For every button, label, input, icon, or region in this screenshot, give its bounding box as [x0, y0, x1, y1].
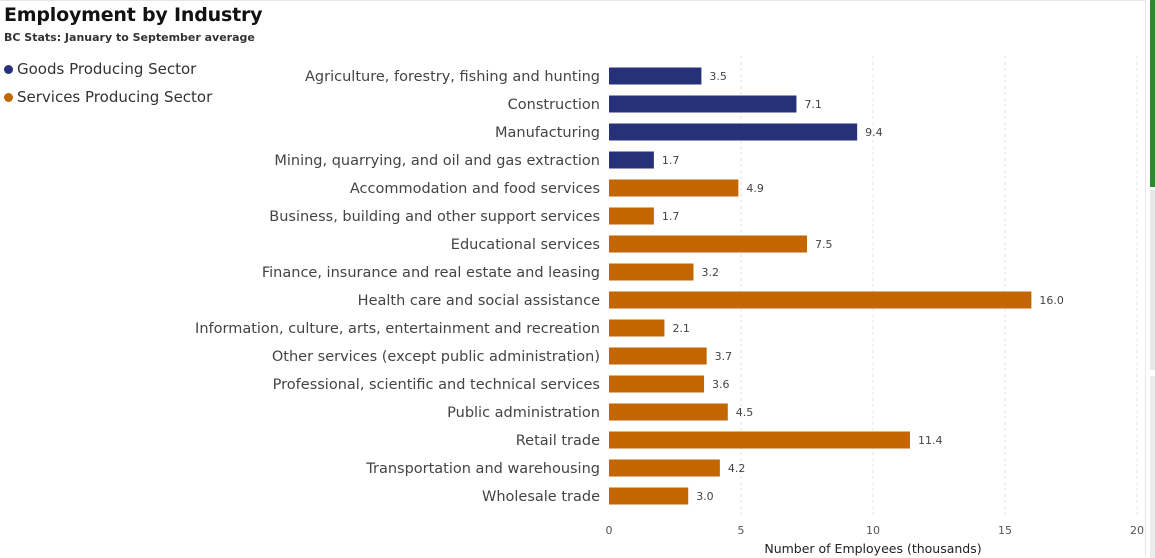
- bar[interactable]: [609, 123, 858, 141]
- x-tick-label: 15: [998, 524, 1012, 537]
- side-panel-strip: [1150, 0, 1155, 187]
- x-tick-label: 5: [738, 524, 745, 537]
- legend-dot-services: [4, 92, 13, 102]
- bar[interactable]: [609, 403, 728, 421]
- legend-label-goods: Goods Producing Sector: [17, 60, 197, 78]
- category-label: Educational services: [451, 237, 600, 253]
- data-label: 3.2: [701, 266, 719, 279]
- bar[interactable]: [609, 431, 910, 449]
- category-label: Agriculture, forestry, fishing and hunti…: [305, 69, 600, 85]
- legend-label-services: Services Producing Sector: [17, 88, 213, 106]
- bar[interactable]: [609, 375, 705, 393]
- category-label: Public administration: [447, 405, 600, 421]
- category-label: Other services (except public administra…: [272, 349, 600, 365]
- data-label: 3.5: [709, 70, 727, 83]
- chart-title: Employment by Industry: [4, 4, 263, 26]
- category-label: Manufacturing: [495, 125, 600, 141]
- category-label: Business, building and other support ser…: [269, 209, 600, 225]
- category-label: Finance, insurance and real estate and l…: [262, 265, 600, 281]
- bar[interactable]: [609, 235, 807, 253]
- bar[interactable]: [609, 151, 654, 169]
- data-label: 7.1: [804, 98, 822, 111]
- data-label: 1.7: [662, 154, 680, 167]
- data-label: 9.4: [865, 126, 883, 139]
- category-label: Construction: [508, 97, 600, 113]
- bar[interactable]: [609, 67, 702, 85]
- bar[interactable]: [609, 291, 1032, 309]
- data-label: 4.2: [728, 462, 746, 475]
- chart-subtitle: BC Stats: January to September average: [4, 31, 255, 44]
- category-label: Wholesale trade: [482, 489, 600, 505]
- x-axis-title: Number of Employees (thousands): [764, 541, 981, 556]
- chart-legend: Goods Producing Sector Services Producin…: [4, 55, 212, 111]
- category-label: Accommodation and food services: [350, 181, 600, 197]
- data-label: 7.5: [815, 238, 833, 251]
- side-panel-strip: [1150, 376, 1155, 558]
- category-label: Mining, quarrying, and oil and gas extra…: [274, 153, 600, 169]
- data-label: 3.7: [715, 350, 733, 363]
- legend-item-services[interactable]: Services Producing Sector: [4, 83, 212, 111]
- bar[interactable]: [609, 459, 720, 477]
- category-label: Transportation and warehousing: [365, 461, 600, 477]
- x-tick-label: 20: [1130, 524, 1144, 537]
- data-label: 1.7: [662, 210, 680, 223]
- legend-dot-goods: [4, 64, 13, 74]
- data-label: 3.0: [696, 490, 714, 503]
- category-label: Retail trade: [516, 433, 600, 449]
- bar[interactable]: [609, 347, 707, 365]
- bar[interactable]: [609, 95, 797, 113]
- data-label: 2.1: [672, 322, 690, 335]
- category-label: Information, culture, arts, entertainmen…: [195, 321, 600, 337]
- data-label: 4.5: [736, 406, 754, 419]
- x-tick-label: 10: [866, 524, 880, 537]
- data-label: 4.9: [746, 182, 764, 195]
- category-label: Health care and social assistance: [358, 293, 600, 309]
- bar[interactable]: [609, 263, 694, 281]
- data-label: 16.0: [1039, 294, 1064, 307]
- side-panel-strip: [1150, 190, 1155, 370]
- category-label: Professional, scientific and technical s…: [273, 377, 600, 393]
- data-label: 3.6: [712, 378, 730, 391]
- data-label: 11.4: [918, 434, 943, 447]
- bar[interactable]: [609, 487, 689, 505]
- bar[interactable]: [609, 207, 654, 225]
- bar[interactable]: [609, 179, 739, 197]
- legend-item-goods[interactable]: Goods Producing Sector: [4, 55, 212, 83]
- bar[interactable]: [609, 319, 665, 337]
- x-tick-label: 0: [606, 524, 613, 537]
